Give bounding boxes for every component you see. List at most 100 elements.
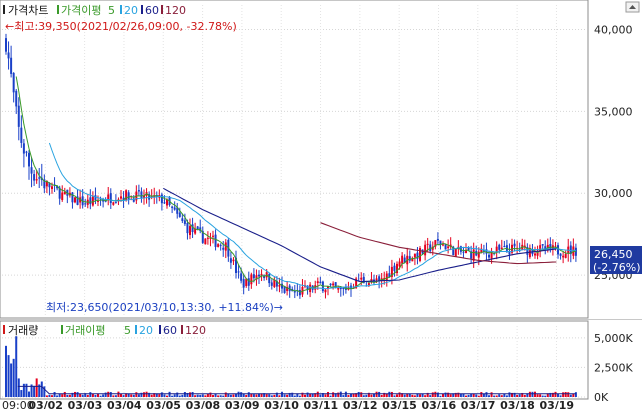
volume-bar — [81, 394, 84, 397]
candle-body — [183, 220, 186, 224]
candle-body — [245, 278, 248, 286]
volume-bar — [462, 393, 465, 397]
volume-bar — [30, 384, 33, 397]
candle-body — [367, 283, 370, 286]
candle-body — [171, 206, 174, 208]
volume-bar — [53, 391, 56, 397]
volume-bar — [260, 393, 263, 397]
candle-body — [355, 278, 358, 289]
volume-bar — [324, 394, 327, 397]
candle-body — [255, 275, 258, 280]
volume-bar — [567, 392, 570, 397]
volume-bar — [447, 392, 450, 397]
candle-body — [541, 244, 544, 246]
candle-body — [48, 182, 51, 188]
candle-body — [398, 261, 401, 267]
volume-bar — [79, 394, 82, 397]
volume-bar — [191, 391, 194, 397]
candle-body — [176, 207, 179, 214]
candle-body — [562, 255, 565, 258]
volume-bar — [378, 391, 381, 397]
candle-body — [536, 252, 539, 256]
ma5-label: 5 — [108, 4, 115, 17]
volume-bar — [84, 393, 87, 397]
scroll-up-icon — [629, 5, 636, 9]
volume-bar — [436, 392, 439, 397]
volume-legend[interactable]: 거래량 거래이평 5 20 60 120 — [3, 324, 206, 337]
ma60-label: 60 — [145, 4, 159, 17]
volume-bar — [247, 392, 250, 397]
volume-bar — [212, 395, 215, 397]
volume-bar — [148, 392, 151, 397]
volume-bar — [401, 393, 404, 397]
candle-body — [166, 199, 169, 206]
candle-body — [91, 196, 94, 206]
volume-bar — [132, 394, 135, 397]
volume-bar — [252, 394, 255, 397]
volume-panel-frame — [0, 320, 589, 400]
candle-body — [206, 237, 209, 239]
candle-body — [293, 290, 296, 293]
volume-bar — [439, 395, 442, 397]
candle-body — [125, 190, 128, 200]
time-tick-label: 03/15 — [382, 399, 417, 409]
price-tick-label: 30,000 — [594, 187, 633, 200]
candle-body — [74, 197, 77, 203]
volume-bar — [551, 392, 554, 397]
volume-bar — [74, 391, 77, 397]
price-tick-label: 40,000 — [594, 24, 633, 37]
volume-bar — [403, 394, 406, 397]
volume-bar — [10, 363, 13, 397]
candle-body — [534, 253, 537, 256]
volume-bar — [334, 393, 337, 397]
candle-body — [229, 258, 232, 263]
candle-body — [137, 190, 140, 192]
candle-body — [490, 251, 493, 259]
candle-body — [196, 226, 199, 230]
candle-body — [383, 277, 386, 279]
volume-bar — [17, 378, 20, 397]
volume-bar — [421, 393, 424, 397]
volume-bar — [459, 393, 462, 397]
candle-body — [488, 254, 491, 258]
volume-bar — [490, 392, 493, 397]
price-legend-title: 가격차트 — [8, 4, 48, 17]
volume-bar — [114, 395, 117, 397]
volume-bar — [452, 393, 455, 397]
volume-bar — [268, 394, 271, 397]
candle-body — [260, 273, 263, 276]
candle-body — [439, 240, 442, 245]
candle-body — [45, 181, 48, 187]
candle-body — [327, 285, 330, 289]
volume-bar — [189, 392, 192, 397]
volume-bar — [160, 392, 163, 397]
volume-ma-line — [17, 385, 577, 395]
candle-body — [462, 251, 465, 253]
candle-body — [396, 263, 399, 274]
volume-bar — [500, 395, 503, 397]
grid-lines — [2, 5, 586, 398]
candle-body — [523, 245, 526, 248]
volume-bar — [365, 394, 368, 397]
volume-bar — [130, 394, 133, 397]
candle-body — [564, 253, 567, 258]
volume-bar — [505, 395, 508, 397]
volume-bar — [327, 391, 330, 397]
volume-bar — [396, 394, 399, 397]
vma20-label: 20 — [139, 324, 153, 337]
candle-body — [219, 244, 222, 246]
volume-bar — [350, 393, 353, 397]
candle-body — [403, 257, 406, 263]
volume-bar — [214, 393, 217, 397]
candle-body — [342, 288, 345, 290]
time-tick-label: 03/12 — [343, 399, 378, 409]
candle-body — [189, 226, 192, 236]
price-legend[interactable]: 가격차트 가격이평 5 20 60 120 — [3, 4, 186, 17]
candle-body — [544, 246, 547, 251]
volume-bar — [572, 393, 575, 397]
volume-bar — [99, 395, 102, 397]
volume-bar — [245, 394, 248, 397]
vma120-marker-icon — [181, 325, 183, 334]
vma120-label: 120 — [185, 324, 206, 337]
